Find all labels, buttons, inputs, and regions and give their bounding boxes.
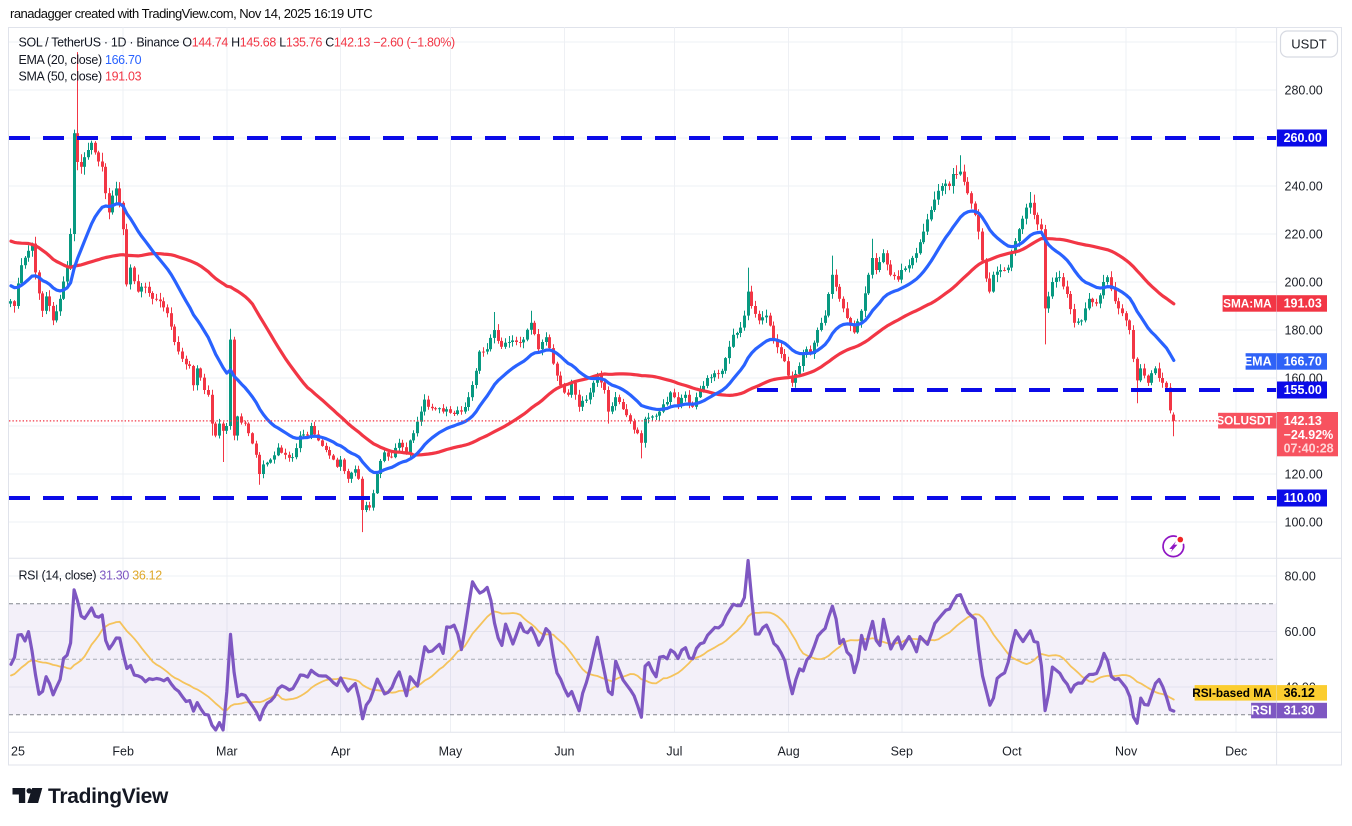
svg-text:Jun: Jun <box>554 745 574 759</box>
svg-text:Apr: Apr <box>331 745 350 759</box>
svg-text:RSI (14, close) 31.30 36.12: RSI (14, close) 31.30 36.12 <box>19 569 163 583</box>
svg-text:Feb: Feb <box>112 745 134 759</box>
svg-text:60.00: 60.00 <box>1285 625 1316 639</box>
svg-text:RSI-based MA: RSI-based MA <box>1192 686 1272 700</box>
svg-text:25: 25 <box>11 745 25 759</box>
svg-text:240.00: 240.00 <box>1285 179 1323 193</box>
svg-text:RSI: RSI <box>1251 704 1272 718</box>
svg-text:EMA: EMA <box>1244 355 1272 369</box>
svg-text:SMA:MA: SMA:MA <box>1223 297 1272 311</box>
svg-text:EMA (20, close) 166.70: EMA (20, close) 166.70 <box>19 53 142 67</box>
svg-text:Mar: Mar <box>216 745 238 759</box>
svg-text:Nov: Nov <box>1115 745 1138 759</box>
svg-text:36.12: 36.12 <box>1284 686 1315 700</box>
svg-text:May: May <box>439 745 463 759</box>
svg-text:120.00: 120.00 <box>1285 467 1323 481</box>
svg-text:80.00: 80.00 <box>1285 569 1316 583</box>
svg-text:280.00: 280.00 <box>1285 83 1323 97</box>
svg-text:110.00: 110.00 <box>1284 491 1322 505</box>
svg-text:200.00: 200.00 <box>1285 275 1323 289</box>
svg-text:−24.92%: −24.92% <box>1284 428 1334 442</box>
svg-text:191.03: 191.03 <box>1284 297 1322 311</box>
svg-text:Aug: Aug <box>777 745 799 759</box>
svg-text:Dec: Dec <box>1225 745 1247 759</box>
svg-text:Oct: Oct <box>1002 745 1022 759</box>
svg-text:07:40:28: 07:40:28 <box>1284 442 1334 456</box>
svg-text:Sep: Sep <box>891 745 913 759</box>
svg-text:SMA (50, close) 191.03: SMA (50, close) 191.03 <box>19 70 142 84</box>
svg-text:142.13: 142.13 <box>1284 414 1322 428</box>
svg-text:SOLUSDT: SOLUSDT <box>1216 414 1273 428</box>
svg-text:260.00: 260.00 <box>1284 131 1322 145</box>
svg-text:220.00: 220.00 <box>1285 227 1323 241</box>
svg-text:180.00: 180.00 <box>1285 323 1323 337</box>
svg-text:31.30: 31.30 <box>1284 704 1315 718</box>
svg-text:USDT: USDT <box>1291 37 1326 52</box>
svg-text:100.00: 100.00 <box>1285 515 1323 529</box>
svg-text:166.70: 166.70 <box>1284 355 1322 369</box>
svg-text:155.00: 155.00 <box>1284 383 1322 397</box>
svg-text:Jul: Jul <box>666 745 682 759</box>
svg-text:SOL / TetherUS · 1D · Binance: SOL / TetherUS · 1D · Binance O144.74 H1… <box>19 36 456 50</box>
svg-text:TradingView: TradingView <box>48 785 169 808</box>
